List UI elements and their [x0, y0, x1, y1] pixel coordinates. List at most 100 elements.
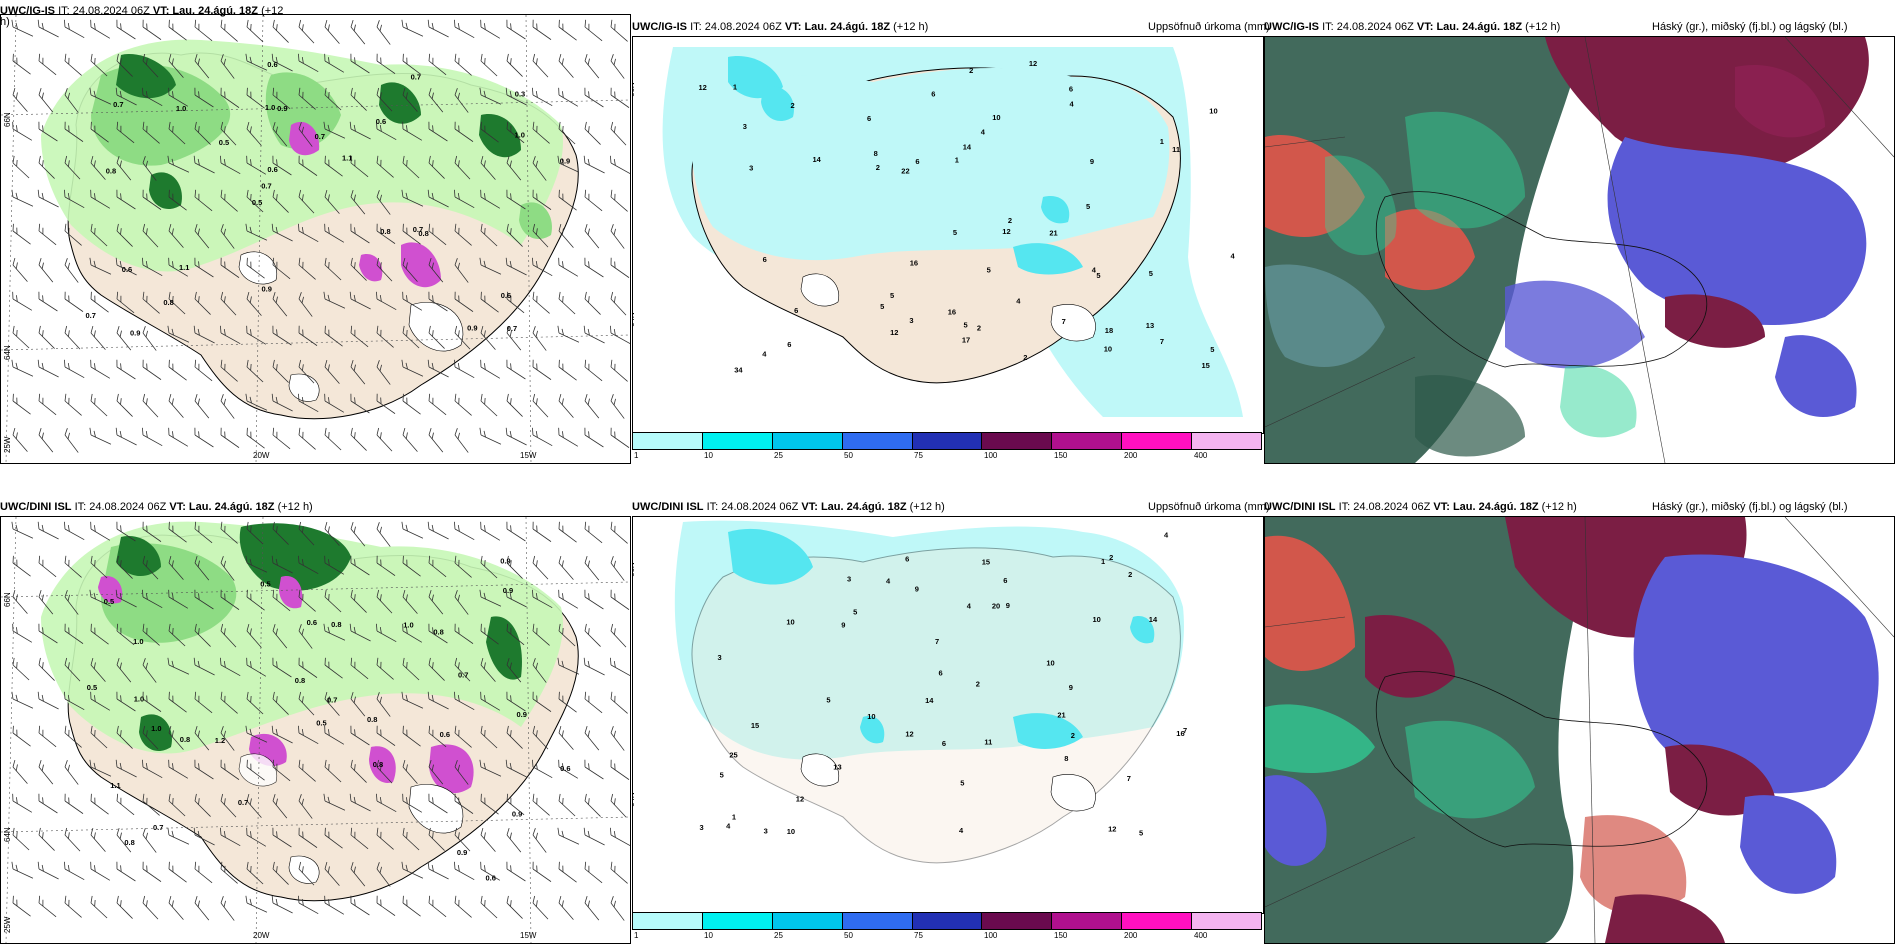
- accum-precip-label: 4: [1231, 252, 1236, 261]
- wind-barb: [479, 589, 502, 607]
- wind-barb: [480, 657, 496, 682]
- accum-precip-label: 15: [982, 558, 990, 567]
- lon-label-20: 20W: [253, 931, 270, 940]
- wind-barb: [168, 359, 187, 381]
- wind-barb: [558, 521, 577, 543]
- wind-barb: [64, 793, 84, 814]
- wind-barb: [37, 189, 59, 208]
- precip-map-subtitle-igis: Uppsöfnuð úrkoma (mm): [1148, 21, 1270, 33]
- wind-barb: [401, 19, 424, 37]
- wind-barb: [402, 555, 421, 577]
- wind-barb: [168, 725, 184, 750]
- wind-barb: [64, 827, 81, 852]
- wind-barb: [194, 623, 211, 647]
- wind-barb: [142, 359, 162, 380]
- wind-barb: [168, 793, 186, 817]
- wind-barb: [116, 325, 132, 351]
- lat-label-64: 64N: [3, 345, 12, 360]
- wind-barb: [11, 189, 34, 207]
- wind-barb: [454, 691, 475, 711]
- accum-precip-label: 5: [964, 320, 968, 329]
- precip-value-label: 0.6: [267, 165, 277, 174]
- wind-barb: [142, 828, 157, 853]
- wind-barb: [220, 691, 238, 714]
- wind-barb: [12, 895, 31, 917]
- wind-barb: [246, 691, 264, 715]
- wind-barb: [480, 793, 499, 815]
- wind-barb: [376, 589, 393, 614]
- wind-barb: [246, 257, 265, 279]
- wind-barb: [480, 827, 496, 852]
- wind-barb: [349, 121, 371, 140]
- wind-barb: [167, 155, 190, 173]
- precip-value-label: 1.1: [179, 263, 189, 272]
- accum-precip-label: 2: [791, 101, 795, 110]
- precip-value-label: 0.9: [457, 848, 467, 857]
- wind-barb: [90, 359, 111, 379]
- wind-barb: [532, 19, 552, 40]
- wind-barb: [64, 121, 84, 142]
- accum-precip-label: 4: [886, 577, 891, 586]
- wind-barb: [402, 759, 418, 784]
- wind-barb: [558, 623, 576, 647]
- wind-barb: [376, 692, 391, 717]
- wind-barb: [532, 393, 549, 418]
- wind-barb: [38, 589, 54, 615]
- accum-precip-label: 5: [853, 608, 857, 617]
- wind-barb: [220, 325, 241, 345]
- precip-value-label: 0.7: [507, 324, 517, 333]
- accum-precip-label: 6: [787, 340, 791, 349]
- wind-barb: [376, 360, 391, 385]
- precip-value-label: 0.3: [515, 90, 525, 99]
- wind-barb: [532, 589, 553, 609]
- wind-barb: [376, 223, 396, 244]
- wind-barb: [298, 53, 319, 73]
- wind-barb: [324, 521, 340, 546]
- wind-barb: [194, 189, 213, 212]
- accum-precip-label: 21: [1049, 228, 1057, 237]
- wind-barb: [324, 589, 342, 613]
- wind-barb: [116, 393, 133, 417]
- wind-barb: [479, 257, 502, 275]
- wind-barb: [142, 759, 163, 779]
- wind-barb: [298, 895, 319, 915]
- precip-value-label: 0.5: [87, 683, 97, 692]
- wind-barb: [428, 657, 445, 681]
- wind-barb: [610, 87, 630, 108]
- wind-barb: [584, 589, 604, 610]
- wind-barb: [532, 793, 550, 816]
- wind-barb: [558, 427, 579, 447]
- wind-barb: [402, 427, 418, 452]
- precip-value-label: 1.0: [176, 104, 186, 113]
- accum-precip-label: 9: [841, 621, 845, 630]
- wind-barb: [610, 224, 625, 249]
- wind-barb: [167, 325, 190, 343]
- precip-value-label: 0.5: [260, 580, 270, 589]
- wind-barb: [324, 657, 343, 679]
- wind-barb: [64, 53, 82, 76]
- wind-barb: [584, 19, 603, 42]
- wind-barb: [454, 53, 472, 76]
- wind-barb: [402, 325, 420, 349]
- wind-barb: [506, 291, 525, 314]
- precip-value-label: 0.6: [307, 618, 317, 627]
- wind-barb: [298, 19, 315, 44]
- wind-barb: [298, 122, 313, 147]
- wind-barb: [402, 257, 418, 282]
- wind-barb: [168, 861, 187, 883]
- wind-barb: [168, 555, 184, 580]
- wind-barb: [64, 623, 84, 644]
- accum-precip-label: 14: [925, 696, 934, 705]
- precip-value-label: 1.0: [403, 621, 413, 630]
- precip-value-label: 0.6: [560, 764, 570, 773]
- wind-barb: [246, 623, 262, 648]
- wind-barb: [245, 725, 268, 743]
- precip-value-label: 0.6: [440, 730, 450, 739]
- accum-precip-label: 5: [1149, 269, 1153, 278]
- wind-barb: [246, 19, 264, 43]
- wind-barb: [584, 759, 604, 780]
- wind-barb: [506, 827, 522, 853]
- wind-barb: [194, 87, 214, 108]
- precip-value-label: 0.5: [316, 719, 326, 728]
- wind-barb: [116, 189, 136, 210]
